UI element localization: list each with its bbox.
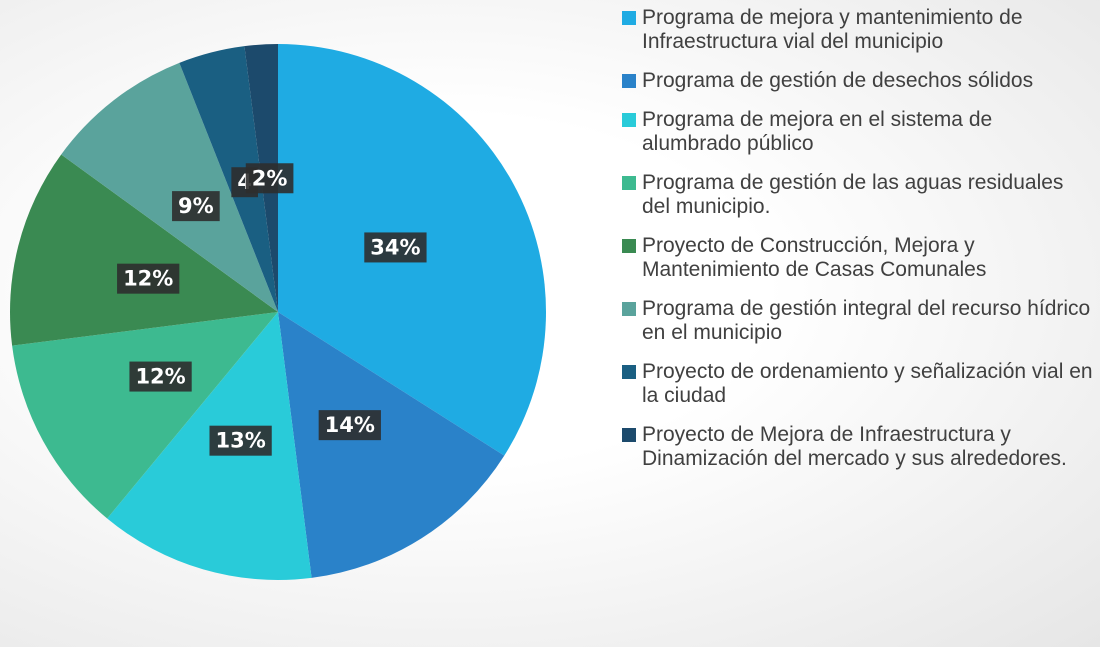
data-label-box	[318, 410, 381, 441]
data-label-box	[364, 232, 427, 263]
legend-item: Programa de gestión integral del recurso…	[622, 297, 1096, 345]
legend-item: Proyecto de Construcción, Mejora y Mante…	[622, 234, 1096, 282]
data-label-box	[209, 425, 272, 456]
data-label: 2%	[245, 163, 294, 194]
legend-label: Programa de gestión de las aguas residua…	[642, 171, 1064, 218]
data-label-text: 12%	[135, 365, 185, 389]
data-label-box	[245, 163, 294, 194]
data-label: 34%	[364, 232, 427, 263]
data-label-text: 9%	[178, 194, 214, 218]
legend-label: Programa de gestión de desechos sólidos	[642, 69, 1034, 92]
chart: 34%14%13%12%12%9%4 2%	[10, 44, 546, 580]
legend-label: Programa de gestión integral del recurso…	[642, 297, 1091, 344]
data-label-text: 2%	[252, 166, 288, 190]
data-label: 12%	[129, 361, 192, 392]
legend-swatch	[622, 74, 636, 88]
data-label: 12%	[117, 263, 180, 294]
pie-slice	[10, 154, 279, 346]
data-label-text: 12%	[123, 267, 173, 291]
legend-item: Programa de mejora en el sistema de alum…	[622, 108, 1096, 156]
legend-item: Proyecto de Mejora de Infraestructura y …	[622, 423, 1096, 471]
legend-swatch	[622, 302, 636, 316]
legend-item: Programa de gestión de las aguas residua…	[622, 171, 1096, 219]
pie-slice	[61, 62, 279, 312]
data-labels: 34%14%13%12%12%9%4 2%	[117, 163, 427, 456]
data-label-box	[129, 361, 192, 392]
legend-swatch	[622, 239, 636, 253]
legend-item: Programa de mejora y mantenimiento de In…	[622, 6, 1096, 54]
legend-item: Proyecto de ordenamiento y señalización …	[622, 360, 1096, 408]
legend-swatch	[622, 428, 636, 442]
pie-slice	[107, 312, 312, 580]
data-label-text: 14%	[325, 413, 375, 437]
legend-label: Programa de mejora y mantenimiento de In…	[642, 6, 1023, 53]
pie-slice	[278, 312, 505, 578]
data-label-text: 34%	[370, 235, 420, 259]
legend-swatch	[622, 11, 636, 25]
legend-label: Programa de mejora en el sistema de alum…	[642, 108, 993, 155]
data-label-text: 13%	[215, 429, 265, 453]
data-label-box	[172, 191, 220, 222]
legend-swatch	[622, 113, 636, 127]
legend-label: Proyecto de ordenamiento y señalización …	[642, 360, 1093, 407]
data-label: 14%	[318, 410, 381, 441]
data-label: 13%	[209, 425, 272, 456]
pie-slice	[12, 312, 279, 519]
legend-swatch	[622, 365, 636, 379]
legend-label: Proyecto de Construcción, Mejora y Mante…	[642, 234, 987, 281]
data-label-box	[117, 263, 180, 294]
legend: Programa de mejora y mantenimiento de In…	[622, 6, 1096, 486]
legend-swatch	[622, 176, 636, 190]
legend-label: Proyecto de Mejora de Infraestructura y …	[642, 423, 1067, 470]
legend-item: Programa de gestión de desechos sólidos	[622, 69, 1096, 93]
data-label: 9%	[172, 191, 220, 222]
slices	[10, 44, 546, 580]
pie-slice	[179, 46, 278, 313]
